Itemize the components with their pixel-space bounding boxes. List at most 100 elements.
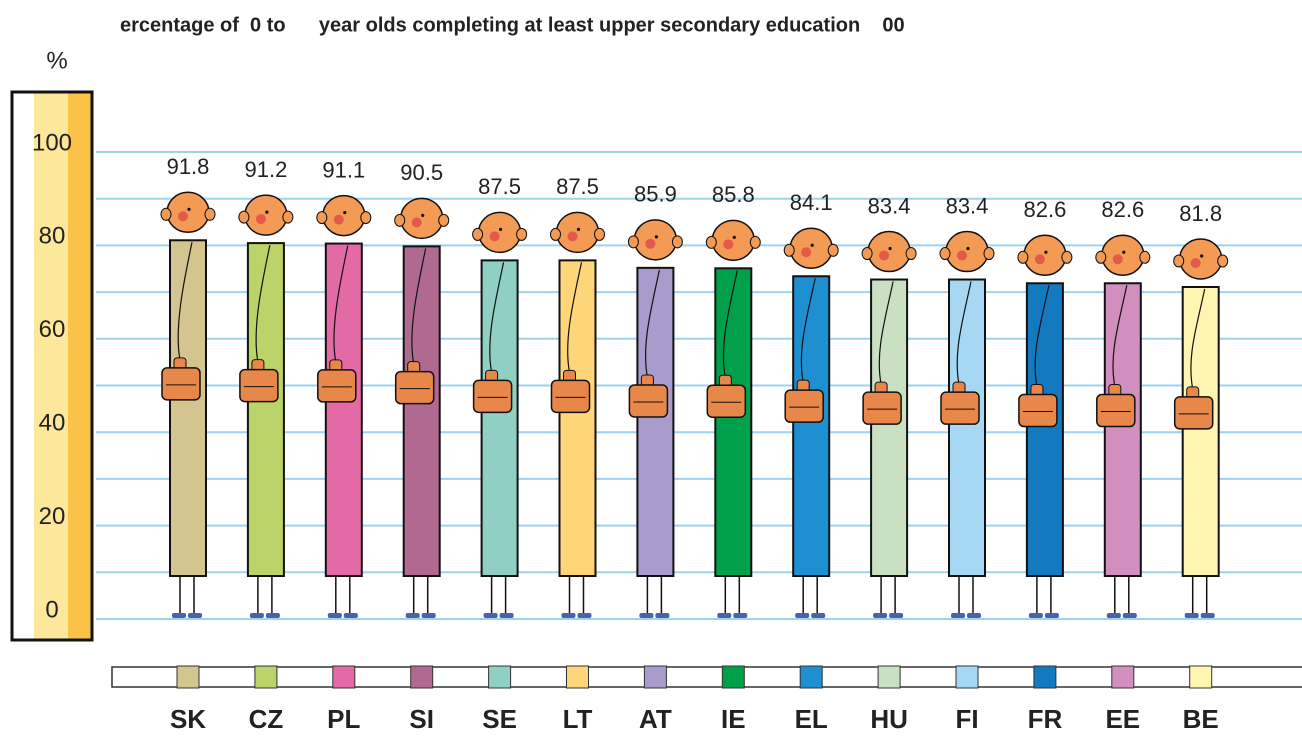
y-axis-label: % [46,47,67,74]
value-label: 91.1 [322,157,365,182]
foot [889,613,903,618]
value-label: 87.5 [556,174,599,199]
bar [1027,283,1063,576]
ear [828,244,838,256]
foot [717,613,731,618]
bar [1183,287,1219,576]
cheek [412,217,422,227]
eye [1044,251,1047,254]
bar [326,244,362,576]
x-tick-label: SE [482,704,517,734]
value-label: 87.5 [478,174,521,199]
ear [1096,251,1106,263]
value-label: 91.8 [167,154,210,179]
ear [317,212,327,224]
legend-swatch [722,666,744,688]
legend-swatch [255,666,277,688]
ear [205,208,215,220]
ear [161,208,171,220]
bag [1097,394,1135,426]
bag [1175,397,1213,429]
eye [889,247,892,250]
foot [795,613,809,618]
cheek [1035,254,1045,264]
figure [317,196,371,618]
head [1024,235,1066,275]
foot [188,613,202,618]
eye [577,228,580,231]
head [1102,235,1144,275]
eye [811,244,814,247]
ear [1140,251,1150,263]
figure [784,228,838,618]
ear [283,211,293,223]
bag [396,372,434,404]
eye [1200,254,1203,257]
bar [482,260,518,576]
head [790,228,832,268]
cheek [568,231,578,241]
head [557,212,599,252]
chart-title: ercentage of 0 to year olds completing a… [120,14,905,36]
ear [672,236,682,248]
cheek [879,251,889,261]
figure [395,198,449,618]
x-tick-label: FR [1028,704,1063,734]
cheek [490,231,500,241]
foot [1107,613,1121,618]
eye [1122,251,1125,254]
ear [361,212,371,224]
cheek [334,215,344,225]
ear [862,248,872,260]
bag [1019,394,1057,426]
value-label: 85.8 [712,182,755,207]
y-tick-label: 100 [32,129,72,156]
head [712,220,754,260]
bar [793,276,829,576]
eye [421,214,424,217]
bag [240,370,278,402]
head [868,232,910,272]
legend-swatch [333,666,355,688]
legend-swatch [177,666,199,688]
cheek [801,247,811,257]
value-label: 90.5 [400,160,443,185]
figure [1174,239,1228,618]
ear [395,214,405,226]
foot [733,613,747,618]
cheek [1191,258,1201,268]
cheek [645,239,655,249]
head [479,212,521,252]
eye [499,228,502,231]
legend-swatch [1034,666,1056,688]
cheek [957,251,967,261]
figure [161,192,215,618]
figure [473,212,527,618]
x-tick-label: HU [870,704,908,734]
foot [655,613,669,618]
axis-stripe [68,93,91,639]
foot [1123,613,1137,618]
value-label: 81.8 [1179,201,1222,226]
bar [715,268,751,576]
ear [984,248,994,260]
x-tick-label: CZ [249,704,284,734]
legend-swatch [489,666,511,688]
foot [250,613,264,618]
value-label: 82.6 [1101,197,1144,222]
bar [560,260,596,576]
foot [1201,613,1215,618]
ear [706,236,716,248]
y-tick-label: 0 [45,596,58,623]
eye [187,208,190,211]
foot [500,613,514,618]
ear [551,228,561,240]
eye [655,235,658,238]
foot [967,613,981,618]
x-tick-label: AT [639,704,672,734]
bag [629,385,667,417]
bar [404,246,440,576]
figure [706,220,760,618]
value-label: 91.2 [244,157,287,182]
foot [172,613,186,618]
